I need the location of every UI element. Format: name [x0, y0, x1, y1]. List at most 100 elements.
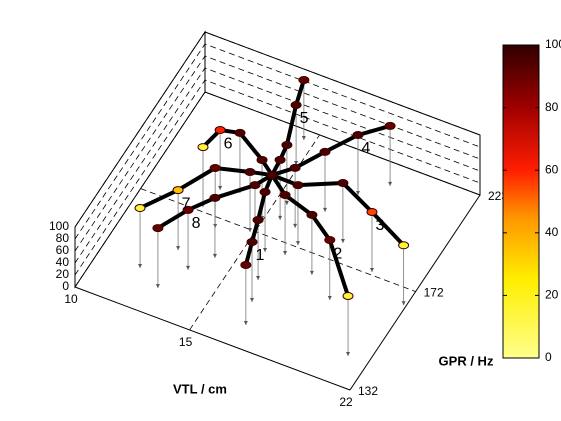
colorbar-tick-label: 20: [545, 288, 559, 302]
y-axis-label: GPR / Hz: [439, 353, 494, 368]
stem-head: [138, 264, 143, 269]
stem-head: [256, 276, 261, 281]
data-point: [152, 224, 164, 233]
grid-line: [74, 67, 481, 264]
data-point: [214, 126, 226, 135]
stem-head: [212, 253, 217, 258]
data-point: [259, 187, 271, 196]
data-point: [366, 207, 378, 216]
data-point: [249, 181, 261, 190]
stem-head: [263, 247, 268, 252]
spoke-line: [297, 180, 406, 247]
colorbar-tick-label: 80: [545, 100, 559, 114]
data-point: [244, 167, 256, 176]
stem-head: [340, 238, 345, 243]
floor-edge: [349, 194, 481, 391]
data-point: [197, 143, 209, 152]
series-label: 5: [300, 110, 309, 127]
z-tick-label: 40: [56, 255, 70, 269]
x-tick-label: 10: [64, 292, 78, 306]
spoke-line: [294, 124, 391, 170]
data-point: [182, 205, 194, 214]
data-point: [337, 178, 349, 187]
data-point: [324, 236, 336, 245]
spoke-line: [156, 183, 256, 230]
data-point: [246, 238, 258, 247]
grid-line: [74, 31, 481, 228]
data-point: [342, 291, 354, 300]
data-point: [292, 181, 304, 190]
data-point: [319, 147, 331, 156]
z-tick-label: 80: [56, 231, 70, 245]
data-point: [209, 193, 221, 202]
stem-head: [155, 284, 160, 289]
z-tick-label: 100: [49, 219, 69, 233]
data-point: [252, 216, 264, 225]
x-tick-label: 22: [339, 395, 353, 409]
y-tick-label: 172: [424, 286, 444, 300]
data-point: [279, 190, 291, 199]
stem-head: [388, 181, 393, 186]
z-tick-label: 60: [56, 243, 70, 257]
grid-line: [74, 43, 481, 240]
data-point: [298, 76, 310, 85]
data-point: [384, 121, 396, 130]
stem-head: [186, 265, 191, 270]
stem-head: [369, 267, 374, 272]
colorbar-tick-label: 60: [545, 162, 559, 176]
stem-head: [355, 191, 360, 196]
data-point: [209, 163, 221, 172]
stem-head: [295, 241, 300, 246]
z-tick-label: 0: [62, 279, 69, 293]
colorbar-tick-label: 100: [545, 37, 561, 51]
spoke-line: [139, 165, 251, 210]
stem-head: [283, 250, 288, 255]
grid-line: [74, 91, 481, 288]
data-point: [134, 204, 146, 213]
spoke-line: [283, 193, 350, 297]
stem-head: [293, 223, 298, 228]
colorbar-tick-label: 0: [545, 350, 552, 364]
z-tick-label: 20: [56, 267, 70, 281]
grid-line: [74, 79, 481, 276]
data-point: [274, 155, 286, 164]
data-point: [290, 101, 302, 110]
series-label: 8: [192, 215, 201, 232]
spoke-line: [278, 79, 306, 161]
stem-head: [346, 351, 351, 356]
colorbar: 0 20 40 60 80 100: [502, 37, 561, 364]
stem-head: [284, 200, 289, 205]
stem-head: [248, 227, 253, 232]
stem-head: [301, 136, 306, 141]
colorbar-fill: [502, 44, 540, 359]
data-point: [172, 186, 184, 195]
series-label: 2: [333, 245, 342, 262]
data-point: [240, 260, 252, 269]
stem-head: [243, 320, 248, 325]
series-label: 4: [362, 140, 371, 157]
stem-head: [309, 270, 314, 275]
stem-head: [294, 161, 299, 166]
data-point: [256, 155, 268, 164]
stem-head: [401, 301, 406, 306]
data-point: [352, 131, 364, 140]
stem-head: [278, 215, 283, 220]
data-point: [266, 171, 278, 180]
data-point: [234, 128, 246, 137]
plot-area: 1 2 3 4 5 6 78: [134, 76, 410, 356]
stem-head: [250, 298, 255, 303]
stem-head: [327, 296, 332, 301]
series-label: 6: [224, 135, 233, 152]
data-point: [306, 210, 318, 219]
series-label: 1: [256, 247, 265, 264]
colorbar-tick-label: 40: [545, 225, 559, 239]
grid-line: [140, 188, 416, 292]
data-point: [281, 140, 293, 149]
stem-head: [218, 186, 223, 191]
stem-head: [322, 207, 327, 212]
x-axis-label: VTL / cm: [173, 381, 227, 396]
series-label: 7: [182, 195, 191, 212]
